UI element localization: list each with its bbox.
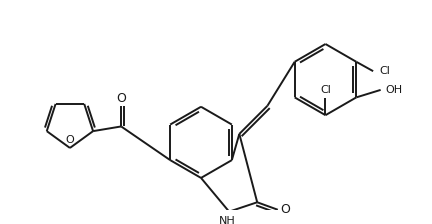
Text: O: O [116,92,126,105]
Text: NH: NH [219,216,235,224]
Text: Cl: Cl [320,85,331,95]
Text: O: O [280,203,290,216]
Text: Cl: Cl [379,66,390,76]
Text: O: O [66,136,74,145]
Text: OH: OH [385,85,402,95]
